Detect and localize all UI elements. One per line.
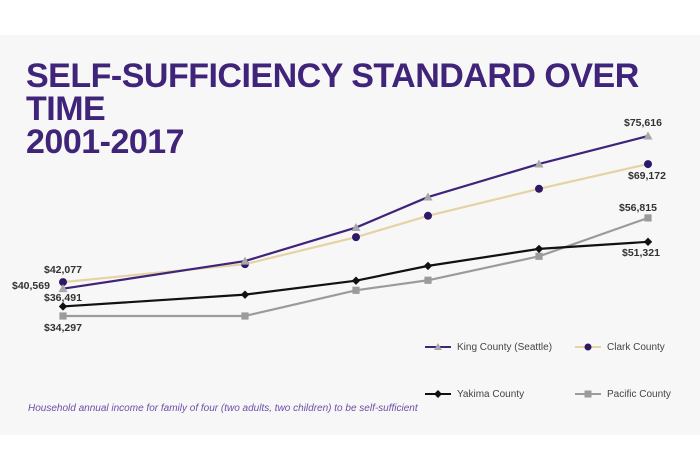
point-yakima-county-2009 [423,261,433,271]
point-king-county-seattle-2009 [423,192,433,201]
legend-item-pacific-county: Pacific County [575,386,671,402]
point-pacific-county-2009 [424,276,432,284]
point-clark-county-2009 [424,211,432,220]
legend-label-king-county: King County (Seattle) [457,341,553,353]
point-clark-county-2001 [59,278,67,287]
data-label-king-county-seattle-2017: $75,616 [624,117,662,129]
legend-label-yakima-county: Yakima County [457,388,525,400]
point-king-county-seattle-2008 [351,223,361,232]
point-yakima-county-2011 [534,244,544,254]
point-king-county-seattle-2011 [534,159,544,168]
data-label-yakima-county-2017: $51,321 [622,247,660,259]
series-line-clark-county [62,162,649,284]
legend-item-yakima-county: Yakima County [425,386,524,402]
point-yakima-county-2006 [240,290,250,299]
legend-marker-clark-county [575,343,601,351]
data-label-yakima-county-2001: $36,491 [44,292,82,304]
chart-title: SELF-SUFFICIENCY STANDARD OVER TIME 2001… [26,57,700,161]
point-king-county-seattle-2006 [240,256,250,265]
legend-label-pacific-county: Pacific County [607,388,671,400]
legend-marker-pacific-county [575,390,601,398]
series-line-king-county-seattle [62,134,649,290]
point-clark-county-2011 [535,184,543,193]
legend-marker-yakima-county [425,390,451,398]
point-pacific-county-2001 [59,312,67,320]
point-pacific-county-2011 [535,252,543,260]
data-label-pacific-county-2017: $56,815 [619,202,657,214]
chart-title-line-2: 2001-2017 [26,123,185,161]
point-yakima-county-2001 [58,302,68,311]
point-yakima-county-2017 [643,237,653,247]
legend-marker-king-county [425,343,451,350]
data-label-pacific-county-2001: $34,297 [44,322,82,334]
data-label-clark-county-2017: $69,172 [628,170,666,182]
point-clark-county-2008 [352,233,360,242]
series-line-yakima-county [62,240,649,308]
legend-item-clark-county: Clark County [575,339,665,355]
legend-label-clark-county: Clark County [607,341,665,353]
data-label-clark-county-2001: $42,077 [44,264,82,276]
point-pacific-county-2017 [644,214,652,222]
data-label-king-county-seattle-2001: $40,569 [12,280,50,292]
chart-caption: Household annual income for family of fo… [28,403,418,414]
chart-card [0,35,700,435]
point-king-county-seattle-2017 [643,131,653,140]
point-pacific-county-2006 [241,312,249,320]
point-clark-county-2017 [644,160,652,169]
chart-title-line-1: SELF-SUFFICIENCY STANDARD OVER TIME [26,57,639,128]
point-yakima-county-2008 [351,276,361,285]
point-pacific-county-2008 [352,286,360,294]
legend-item-king-county: King County (Seattle) [425,339,552,355]
point-king-county-seattle-2001 [58,284,68,293]
series-line-pacific-county [62,216,649,318]
